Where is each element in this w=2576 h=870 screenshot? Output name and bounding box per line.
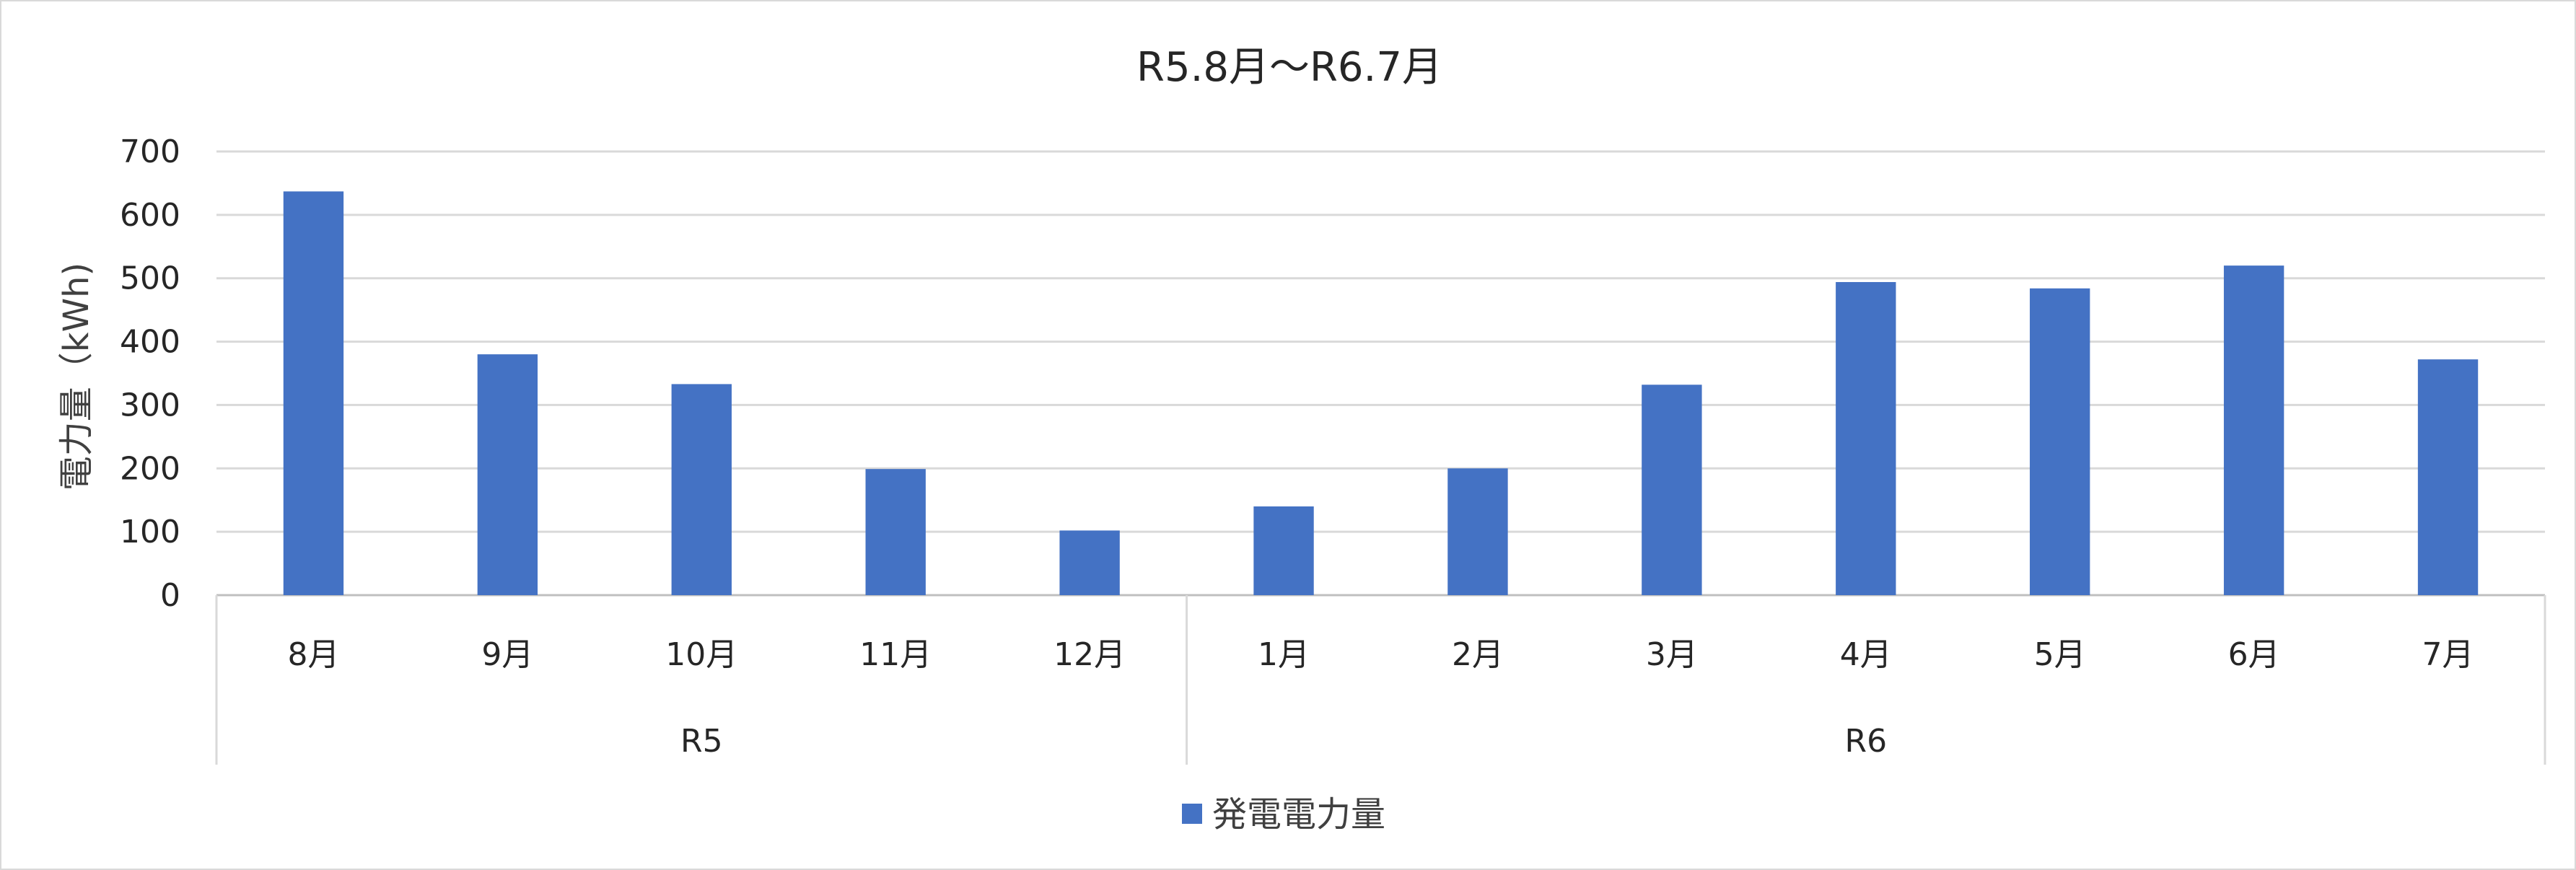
bar [865, 469, 926, 595]
bar [1642, 385, 1702, 595]
x-category-label: 11月 [859, 636, 932, 673]
x-category-label: 10月 [665, 636, 737, 673]
y-tick-label: 700 [120, 133, 180, 170]
y-tick-label: 500 [120, 260, 180, 297]
y-tick-label: 400 [120, 324, 180, 361]
y-axis-label: 電力量（kWh) [56, 263, 97, 491]
bar [1253, 506, 1314, 595]
bars [283, 191, 2479, 596]
x-category-label: 1月 [1258, 636, 1310, 673]
y-axis-ticks: 0 100 200 300 400 500 600 700 [120, 133, 180, 614]
y-tick-label: 300 [120, 387, 180, 423]
bar [477, 354, 538, 595]
legend: 発電電力量 [1182, 794, 1385, 835]
x-category-label: 12月 [1053, 636, 1126, 673]
x-category-label: 6月 [2228, 636, 2280, 673]
x-axis: 8月 9月 10月 11月 12月 1月 2月 3月 4月 5月 6月 7月 R5 R6 [215, 595, 2546, 765]
x-category-label: 8月 [287, 636, 339, 673]
bar [1447, 468, 1508, 595]
x-category-label: 2月 [1452, 636, 1504, 673]
bar [283, 191, 344, 596]
x-category-label: 7月 [2422, 636, 2474, 673]
gridlines [216, 150, 2545, 597]
bar [671, 384, 732, 595]
bar [2030, 288, 2090, 595]
bar [1836, 281, 1896, 595]
bar [2223, 265, 2284, 595]
x-group-label: R5 [680, 723, 723, 760]
legend-swatch [1182, 804, 1202, 824]
x-category-label: 4月 [1840, 636, 1892, 673]
bar [2417, 359, 2479, 595]
y-tick-label: 100 [120, 514, 180, 550]
y-tick-label: 600 [120, 197, 180, 234]
x-category-label: 3月 [1646, 636, 1698, 673]
x-group-label: R6 [1845, 723, 1888, 760]
x-category-label: 9月 [481, 636, 533, 673]
y-tick-label: 200 [120, 450, 180, 487]
chart-title: R5.8月～R6.7月 [1136, 44, 1442, 91]
x-category-label: 5月 [2034, 636, 2086, 673]
bar [1059, 530, 1120, 595]
legend-label: 発電電力量 [1212, 794, 1385, 835]
y-tick-label: 0 [160, 577, 180, 614]
